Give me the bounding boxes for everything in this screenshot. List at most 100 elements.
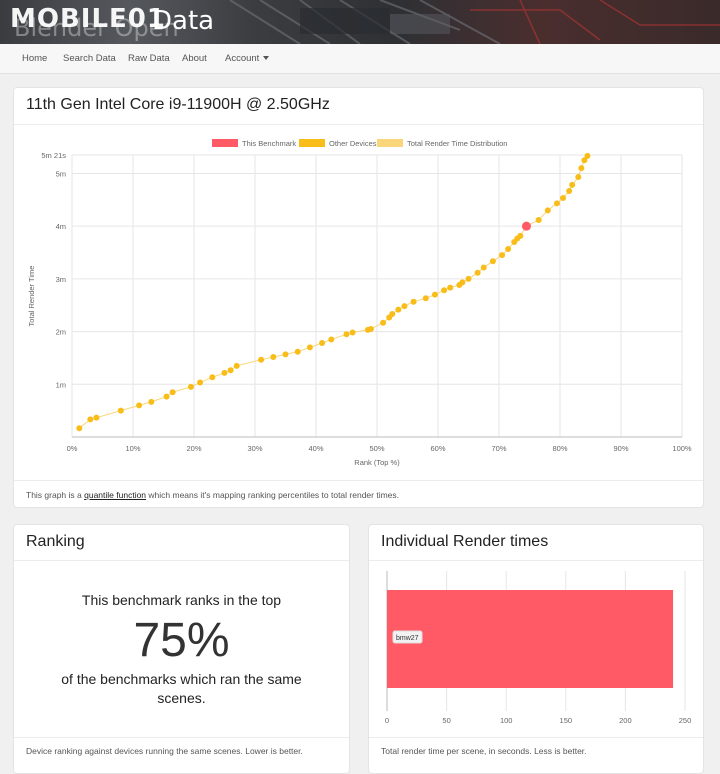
other-device-point xyxy=(447,284,454,291)
nav-home-link[interactable]: Home xyxy=(22,53,48,64)
other-device-point xyxy=(221,369,228,376)
other-device-point xyxy=(505,246,512,252)
other-device-point xyxy=(117,407,124,414)
other-device-point xyxy=(93,414,100,421)
x-tick-label: 200 xyxy=(619,716,632,725)
x-tick-label: 30% xyxy=(247,444,262,453)
other-device-point xyxy=(294,348,301,355)
legend-swatch xyxy=(212,139,238,147)
x-tick-label: 90% xyxy=(613,444,628,453)
device-chart-card: 11th Gen Intel Core i9-11900H @ 2.50GHz … xyxy=(13,87,704,508)
device-title: 11th Gen Intel Core i9-11900H @ 2.50GHz xyxy=(26,96,330,113)
ranking-card: Ranking This benchmark ranks in the top … xyxy=(13,524,350,774)
divider xyxy=(14,737,349,738)
render-time-bar xyxy=(387,590,674,688)
watermark-logo: MOBILE01 xyxy=(10,4,166,34)
other-device-point xyxy=(136,402,143,409)
other-device-point xyxy=(227,367,234,374)
bar-label-box xyxy=(392,630,423,644)
quantile-function-link[interactable]: quantile function xyxy=(84,490,147,500)
legend-swatch xyxy=(377,139,403,147)
other-device-point xyxy=(499,252,506,259)
y-axis-title: Total Render Time xyxy=(27,266,36,327)
nav-account-dropdown[interactable]: Account xyxy=(225,53,270,64)
ranking-outro-text-1: of the benchmarks which ran the same xyxy=(61,671,302,687)
other-device-point xyxy=(578,165,585,172)
other-device-point xyxy=(459,279,466,286)
chevron-down-icon xyxy=(263,56,270,60)
chart-note-prefix: This graph is a xyxy=(26,490,85,500)
x-tick-label: 150 xyxy=(560,716,573,725)
other-device-point xyxy=(401,303,408,310)
other-device-point xyxy=(343,331,350,338)
x-tick-label: 80% xyxy=(552,444,567,453)
other-device-point xyxy=(306,344,313,351)
other-device-point xyxy=(197,379,204,386)
other-device-point xyxy=(349,329,356,336)
other-device-point xyxy=(566,188,573,195)
other-device-point xyxy=(380,319,387,326)
divider xyxy=(369,737,703,738)
y-tick-label: 3m xyxy=(56,275,66,284)
divider xyxy=(14,560,349,561)
other-device-point xyxy=(87,416,94,423)
other-device-point xyxy=(367,325,374,332)
bar-category-label: bmw27 xyxy=(396,635,419,642)
x-tick-label: 20% xyxy=(186,444,201,453)
other-device-point xyxy=(575,173,582,180)
x-tick-label: 60% xyxy=(430,444,445,453)
divider xyxy=(14,124,703,125)
legend-swatch xyxy=(299,139,325,147)
other-device-point xyxy=(76,425,83,432)
other-device-point xyxy=(282,351,289,358)
other-device-point xyxy=(389,311,396,318)
x-tick-label: 100 xyxy=(500,716,513,725)
nav-about-link[interactable]: About xyxy=(182,53,207,64)
other-device-point xyxy=(258,356,265,363)
x-tick-label: 100% xyxy=(672,444,692,453)
x-tick-label: 40% xyxy=(308,444,323,453)
other-device-point xyxy=(395,306,402,313)
other-device-point xyxy=(431,291,438,298)
legend-label: Other Devices xyxy=(329,139,377,148)
x-tick-label: 250 xyxy=(679,716,692,725)
x-tick-label: 0 xyxy=(385,716,389,725)
other-device-point xyxy=(163,393,170,400)
other-device-point xyxy=(410,298,417,305)
other-device-point xyxy=(270,354,277,361)
nav-account-label: Account xyxy=(225,53,260,64)
x-tick-label: 0% xyxy=(67,444,78,453)
other-device-point xyxy=(581,157,588,164)
render-times-footer: Total render time per scene, in seconds.… xyxy=(381,746,587,756)
other-device-point xyxy=(474,269,481,276)
quantile-chart: This Benchmark Other Devices Total Render … xyxy=(27,139,692,467)
distribution-line xyxy=(78,155,588,429)
banner-site-name: Blender Open xyxy=(14,14,179,42)
other-device-point xyxy=(328,336,335,343)
top-navigation: Home Search Data Raw Data About Account xyxy=(0,44,720,74)
other-device-point xyxy=(319,340,326,346)
other-device-point xyxy=(569,181,576,188)
banner-background-graphic xyxy=(229,0,720,44)
y-tick-label: 1m xyxy=(56,380,66,389)
other-device-point xyxy=(480,264,487,271)
brand-data-label[interactable]: Data xyxy=(152,6,215,36)
x-tick-label: 10% xyxy=(125,444,140,453)
render-times-chart: 0 50 100 150 200 250 bmw27 xyxy=(385,571,692,725)
ranking-outro-text-2: scenes. xyxy=(157,690,206,706)
x-tick-label: 50% xyxy=(369,444,384,453)
other-device-point xyxy=(489,258,496,265)
nav-raw-data-link[interactable]: Raw Data xyxy=(128,53,170,64)
other-device-point xyxy=(441,287,448,294)
ranking-intro-text: This benchmark ranks in the top xyxy=(81,592,282,608)
chart-note-suffix: which means it's mapping ranking percent… xyxy=(146,490,400,500)
x-tick-label: 50 xyxy=(442,716,450,725)
other-device-point xyxy=(465,275,472,282)
render-times-card: Individual Render times 0 50 100 150 200 250 b… xyxy=(368,524,704,774)
this-benchmark-point xyxy=(521,221,531,231)
nav-search-data-link[interactable]: Search Data xyxy=(63,53,116,64)
other-device-point xyxy=(148,398,155,405)
divider xyxy=(369,560,703,561)
other-device-point xyxy=(422,295,429,302)
other-device-point xyxy=(584,152,591,159)
